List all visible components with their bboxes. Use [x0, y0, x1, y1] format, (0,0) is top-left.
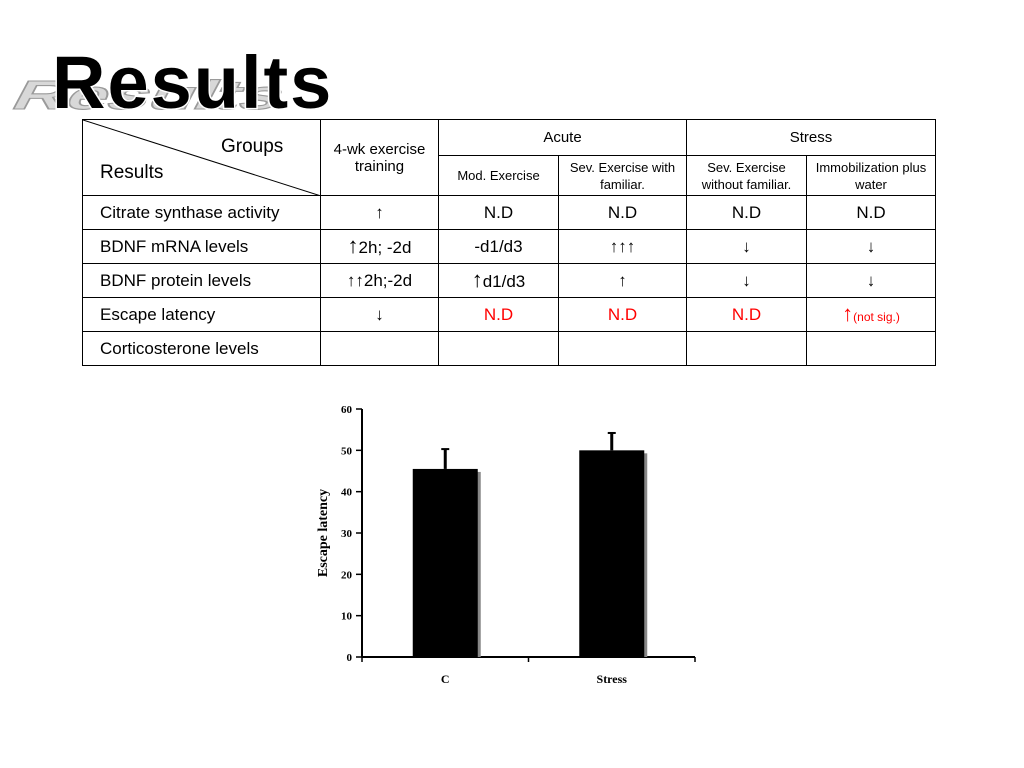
- header-mod-exercise: Mod. Exercise: [438, 155, 559, 196]
- table-cell: ↑: [320, 195, 439, 230]
- y-axis-label: Escape latency: [316, 489, 331, 577]
- row-label: BDNF mRNA levels: [82, 229, 321, 264]
- header-stress: Stress: [686, 119, 936, 156]
- table-cell: ↑↑↑: [558, 229, 687, 264]
- cell-text: 2h; -2d: [358, 237, 412, 257]
- table-row: Corticosterone levels: [82, 331, 936, 366]
- y-tick-label: 30: [341, 528, 353, 540]
- table-cell: [806, 331, 936, 366]
- escape-latency-chart: 0 10 20 30 40 50 60 Escape latency C Stress: [316, 404, 696, 686]
- table-cell: [558, 331, 687, 366]
- y-tick-label: 0: [347, 652, 353, 664]
- table-cell: ↓: [320, 297, 439, 332]
- table-row: BDNF protein levels ↑↑2h;-2d ↑d1/d3 ↑ ↓ …: [82, 263, 936, 298]
- table-row: Citrate synthase activity ↑ N.D N.D N.D …: [82, 195, 936, 230]
- table-row: Escape latency ↓ N.D N.D N.D ↑(not sig.): [82, 297, 936, 332]
- arrow-up-icon: ↑: [347, 232, 359, 258]
- table-cell: [320, 331, 439, 366]
- x-tick-label: C: [441, 672, 450, 686]
- table-cell: -d1/d3: [438, 229, 559, 264]
- results-table: Groups Results 4-wk exercise training Ac…: [82, 119, 936, 366]
- header-sev-without: Sev. Exercise without familiar.: [686, 155, 807, 196]
- table-cell: [686, 331, 807, 366]
- slide-title: Results Results: [3, 40, 333, 121]
- table-cell: [438, 331, 559, 366]
- table-cell: ↑: [558, 263, 687, 298]
- y-tick-label: 60: [341, 404, 353, 416]
- row-label: Corticosterone levels: [82, 331, 321, 366]
- row-label: Citrate synthase activity: [82, 195, 321, 230]
- header-training: 4-wk exercise training: [320, 119, 439, 196]
- table-cell: ↑2h; -2d: [320, 229, 439, 264]
- slide-title-text: Results: [52, 41, 333, 120]
- table-cell: ↓: [806, 263, 936, 298]
- table-cell: ↑d1/d3: [438, 263, 559, 298]
- table-cell: ↓: [686, 229, 807, 264]
- corner-results-label: Results: [100, 162, 164, 183]
- bar: [579, 450, 645, 657]
- cell-text: (not sig.): [853, 309, 900, 324]
- row-label: BDNF protein levels: [82, 263, 321, 298]
- table-cell: N.D: [806, 195, 936, 230]
- header-sev-familiar: Sev. Exercise with familiar.: [558, 155, 687, 196]
- table-cell: ↓: [686, 263, 807, 298]
- table-cell: N.D: [438, 195, 559, 230]
- table-cell: ↑↑2h;-2d: [320, 263, 439, 298]
- x-tick-label: Stress: [597, 672, 628, 686]
- corner-groups-label: Groups: [221, 136, 284, 157]
- corner-diagonal: [83, 120, 318, 195]
- cell-text: d1/d3: [482, 271, 526, 291]
- table-cell: N.D: [558, 195, 687, 230]
- y-tick-label: 40: [341, 487, 353, 499]
- table-cell: N.D: [686, 195, 807, 230]
- y-tick-label: 20: [341, 569, 353, 581]
- table-subheader-row: Mod. Exercise Sev. Exercise with familia…: [83, 155, 936, 196]
- table-cell: N.D: [686, 297, 807, 332]
- header-immobilization: Immobilization plus water: [806, 155, 936, 196]
- arrow-up-icon: ↑: [471, 266, 483, 292]
- table-cell: N.D: [558, 297, 687, 332]
- table-header-row: Groups Results 4-wk exercise training Ac…: [82, 119, 936, 196]
- header-acute: Acute: [438, 119, 687, 156]
- table-cell: ↑(not sig.): [806, 297, 936, 332]
- table-row: BDNF mRNA levels ↑2h; -2d -d1/d3 ↑↑↑ ↓ ↓: [82, 229, 936, 264]
- corner-cell: Groups Results: [82, 119, 321, 196]
- table-cell: N.D: [438, 297, 559, 332]
- table-cell: ↓: [806, 229, 936, 264]
- slide-title-shadow: Results: [4, 73, 295, 119]
- arrow-up-icon: ↑: [842, 300, 854, 326]
- y-tick-label: 50: [341, 445, 353, 457]
- row-label: Escape latency: [82, 297, 321, 332]
- y-tick-label: 10: [341, 611, 353, 623]
- bar: [412, 468, 478, 657]
